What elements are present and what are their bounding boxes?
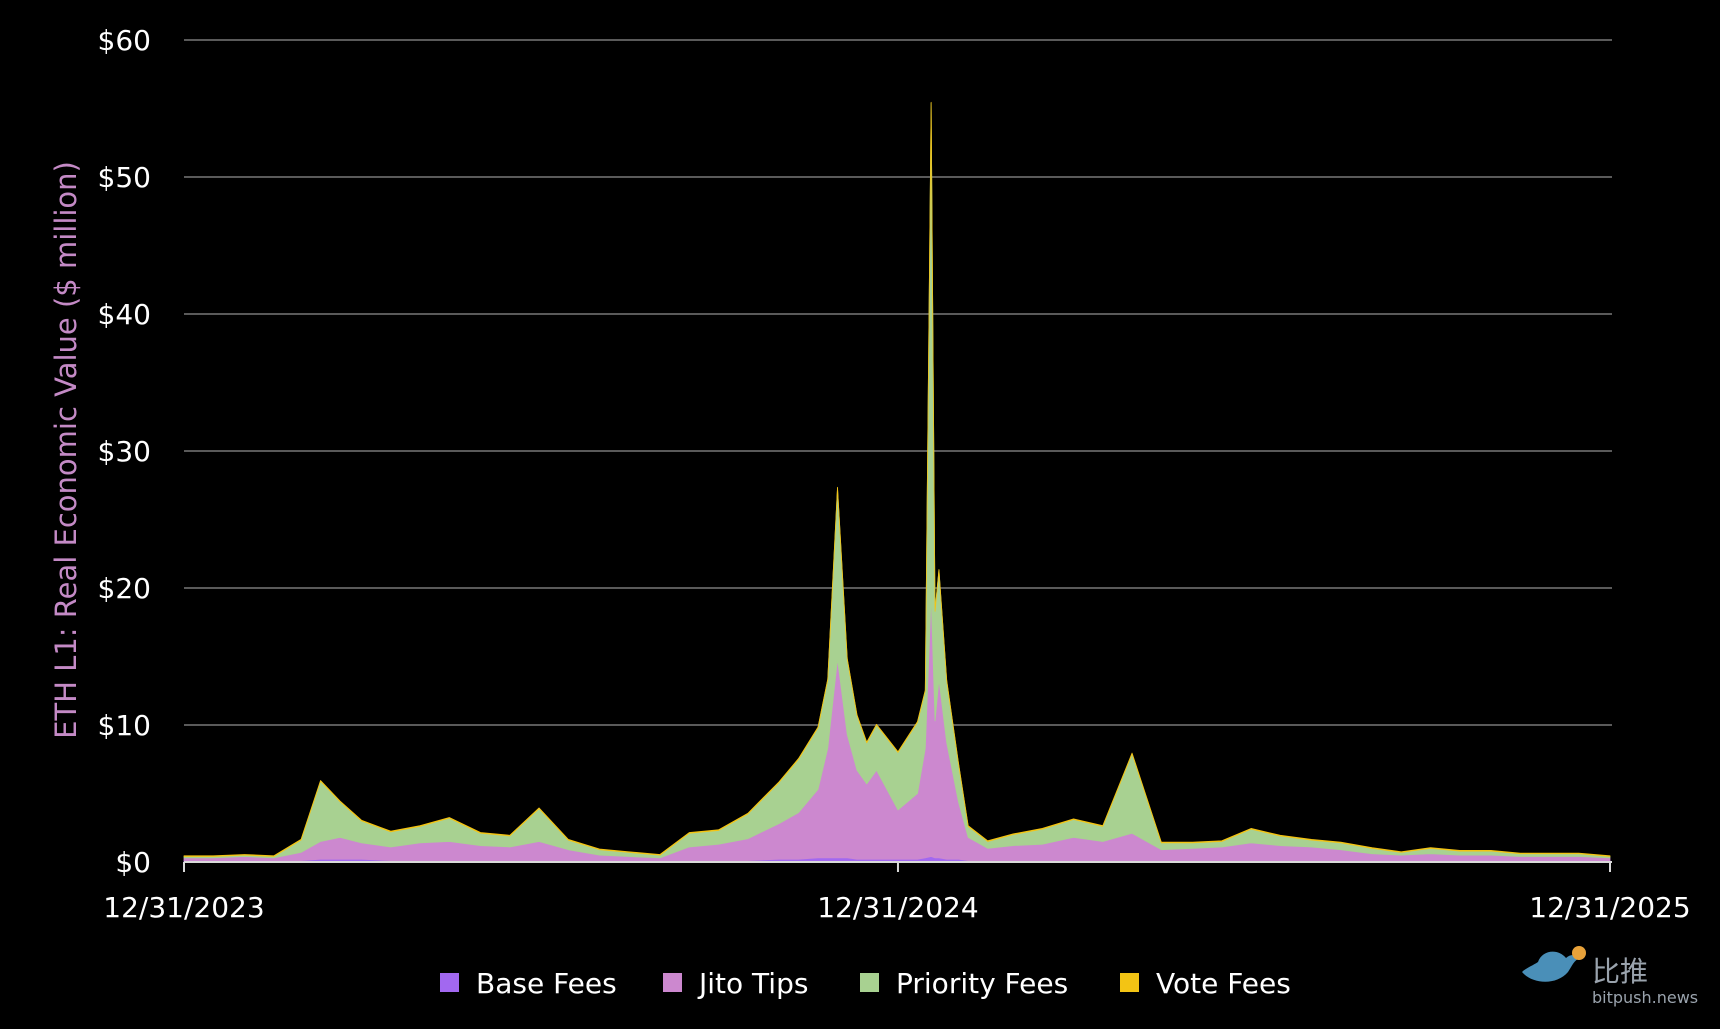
y-tick-label: $0 [115, 846, 151, 879]
series-area-priority-fees [183, 102, 1611, 859]
gridlines [184, 39, 1612, 726]
x-tick-label: 12/31/2023 [103, 891, 264, 924]
y-tick-label: $60 [98, 24, 151, 57]
x-tick-label: 12/31/2025 [1529, 891, 1690, 924]
legend-swatch [440, 973, 459, 992]
legend-label: Priority Fees [896, 967, 1068, 1000]
series-area-vote-fees [183, 101, 1611, 857]
bird-logo-icon [1522, 946, 1586, 982]
watermark: 比推 bitpush.news [1522, 946, 1698, 1007]
y-tick-label: $40 [98, 298, 151, 331]
legend-label: Base Fees [476, 967, 617, 1000]
legend-label: Jito Tips [697, 967, 808, 1000]
x-tick-label: 12/31/2024 [817, 891, 978, 924]
y-tick-label: $20 [98, 572, 151, 605]
watermark-brand: 比推 [1592, 955, 1648, 988]
series-area-jito-tips [183, 595, 1611, 862]
y-tick-label: $50 [98, 161, 151, 194]
y-axis-label: ETH L1: Real Economic Value ($ million) [49, 161, 83, 739]
y-tick-label: $10 [98, 709, 151, 742]
legend-swatch [860, 973, 879, 992]
area-series [183, 101, 1611, 863]
y-tick-label: $30 [98, 435, 151, 468]
legend-swatch [1120, 973, 1139, 992]
axes [183, 861, 1612, 872]
y-tick-labels: $0 $10 $20 $30 $40 $50 $60 [98, 24, 151, 879]
legend-label: Vote Fees [1156, 967, 1291, 1000]
watermark-domain: bitpush.news [1592, 988, 1698, 1007]
legend: Base Fees Jito Tips Priority Fees Vote Fees [440, 967, 1291, 1000]
legend-swatch [663, 973, 682, 992]
x-tick-labels: 12/31/2023 12/31/2024 12/31/2025 [103, 891, 1690, 924]
